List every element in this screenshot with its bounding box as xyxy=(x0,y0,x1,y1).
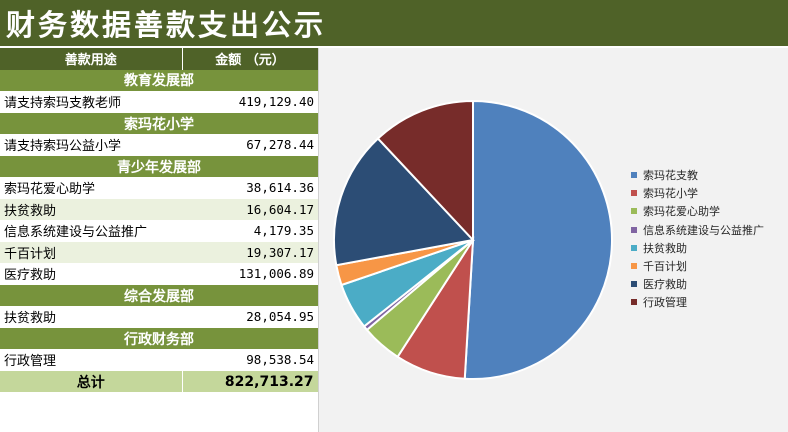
legend-label: 信息系统建设与公益推广 xyxy=(643,223,764,237)
row-amount: 419,129.40 xyxy=(182,91,318,113)
legend-item: 行政管理 xyxy=(631,293,788,311)
row-amount: 98,538.54 xyxy=(182,349,318,371)
row-desc: 医疗救助 xyxy=(0,263,182,285)
table-row: 请支持索玛支教老师 419,129.40 xyxy=(0,91,318,113)
legend-item: 信息系统建设与公益推广 xyxy=(631,221,788,239)
section-row: 教育发展部 xyxy=(0,69,318,91)
header-desc: 善款用途 xyxy=(0,48,183,70)
legend-swatch xyxy=(631,281,637,288)
table-row: 请支持索玛公益小学 67,278.44 xyxy=(0,134,318,156)
row-amount: 67,278.44 xyxy=(182,134,318,156)
row-amount: 19,307.17 xyxy=(182,241,318,264)
row-desc: 千百计划 xyxy=(0,241,182,264)
row-amount: 28,054.95 xyxy=(182,306,318,328)
row-desc: 索玛花爱心助学 xyxy=(0,177,182,199)
legend-item: 索玛花支教 xyxy=(631,166,788,184)
row-amount: 131,006.89 xyxy=(182,263,318,285)
legend-label: 医疗救助 xyxy=(643,278,687,292)
legend-swatch xyxy=(631,208,637,215)
section-label: 综合发展部 xyxy=(0,284,318,306)
row-amount: 4,179.35 xyxy=(182,220,318,242)
table-row: 扶贫救助 16,604.17 xyxy=(0,198,318,221)
legend-label: 索玛花爱心助学 xyxy=(643,205,720,219)
total-label: 总计 xyxy=(0,370,183,392)
legend-swatch xyxy=(631,226,637,233)
legend-swatch xyxy=(631,263,637,270)
total-row: 总计 822,713.27 xyxy=(0,370,319,392)
table-header-row: 善款用途 金额 （元） xyxy=(0,48,319,70)
legend-label: 索玛花小学 xyxy=(643,187,698,201)
table-row: 行政管理 98,538.54 xyxy=(0,349,318,371)
pie-chart xyxy=(333,99,613,380)
legend-swatch xyxy=(631,190,637,197)
table-row: 扶贫救助 28,054.95 xyxy=(0,306,318,328)
legend-item: 索玛花小学 xyxy=(631,184,788,202)
legend-label: 行政管理 xyxy=(643,296,687,310)
header-amount: 金额 （元） xyxy=(182,48,319,70)
legend-swatch xyxy=(631,299,637,306)
row-desc: 行政管理 xyxy=(0,349,182,371)
expense-table: 善款用途 金额 （元） 教育发展部 请支持索玛支教老师 419,129.40 索玛花小… xyxy=(0,48,319,392)
table-row: 信息系统建设与公益推广 4,179.35 xyxy=(0,220,318,242)
pie-slice xyxy=(376,99,474,243)
row-desc: 请支持索玛公益小学 xyxy=(0,134,182,156)
section-label: 行政财务部 xyxy=(0,327,318,349)
chart-legend: 索玛花支教索玛花小学索玛花爱心助学信息系统建设与公益推广 扶贫救助千百计划医疗救助… xyxy=(631,166,788,312)
row-desc: 信息系统建设与公益推广 xyxy=(0,220,182,242)
row-desc: 扶贫救助 xyxy=(0,306,182,328)
section-label: 索玛花小学 xyxy=(0,112,318,134)
expense-table-body: 善款用途 金额 （元） 教育发展部 请支持索玛支教老师 419,129.40 索玛花小… xyxy=(0,48,319,392)
legend-label: 扶贫救助 xyxy=(643,241,687,255)
legend-label: 千百计划 xyxy=(643,260,687,274)
legend-item: 扶贫救助 xyxy=(631,239,788,257)
legend-item: 索玛花爱心助学 xyxy=(631,202,788,220)
row-amount: 38,614.36 xyxy=(182,177,318,199)
section-row: 索玛花小学 xyxy=(0,112,318,134)
section-label: 教育发展部 xyxy=(0,69,318,91)
section-row: 青少年发展部 xyxy=(0,155,318,177)
section-row: 行政财务部 xyxy=(0,327,318,349)
row-desc: 扶贫救助 xyxy=(0,198,182,221)
table-row: 索玛花爱心助学 38,614.36 xyxy=(0,177,318,199)
pie-chart-panel: 索玛花支教索玛花小学索玛花爱心助学信息系统建设与公益推广 扶贫救助千百计划医疗救助… xyxy=(318,48,788,432)
legend-swatch xyxy=(631,172,637,179)
legend-item: 医疗救助 xyxy=(631,275,788,293)
page-title: 财务数据善款支出公示 xyxy=(6,8,327,42)
legend-item: 千百计划 xyxy=(631,257,788,275)
pie-slice xyxy=(333,137,475,267)
section-label: 青少年发展部 xyxy=(0,155,318,177)
section-row: 综合发展部 xyxy=(0,284,318,306)
legend-swatch xyxy=(631,244,637,251)
legend-label: 索玛花支教 xyxy=(643,169,698,183)
total-amount: 822,713.27 xyxy=(182,370,319,392)
row-desc: 请支持索玛支教老师 xyxy=(0,91,182,113)
row-amount: 16,604.17 xyxy=(182,198,318,221)
expense-table-container: 善款用途 金额 （元） 教育发展部 请支持索玛支教老师 419,129.40 索玛花小… xyxy=(0,48,319,432)
pie-slice xyxy=(463,99,613,380)
table-row: 千百计划 19,307.17 xyxy=(0,241,318,264)
title-bar: 财务数据善款支出公示 xyxy=(0,0,788,46)
table-row: 医疗救助 131,006.89 xyxy=(0,263,318,285)
